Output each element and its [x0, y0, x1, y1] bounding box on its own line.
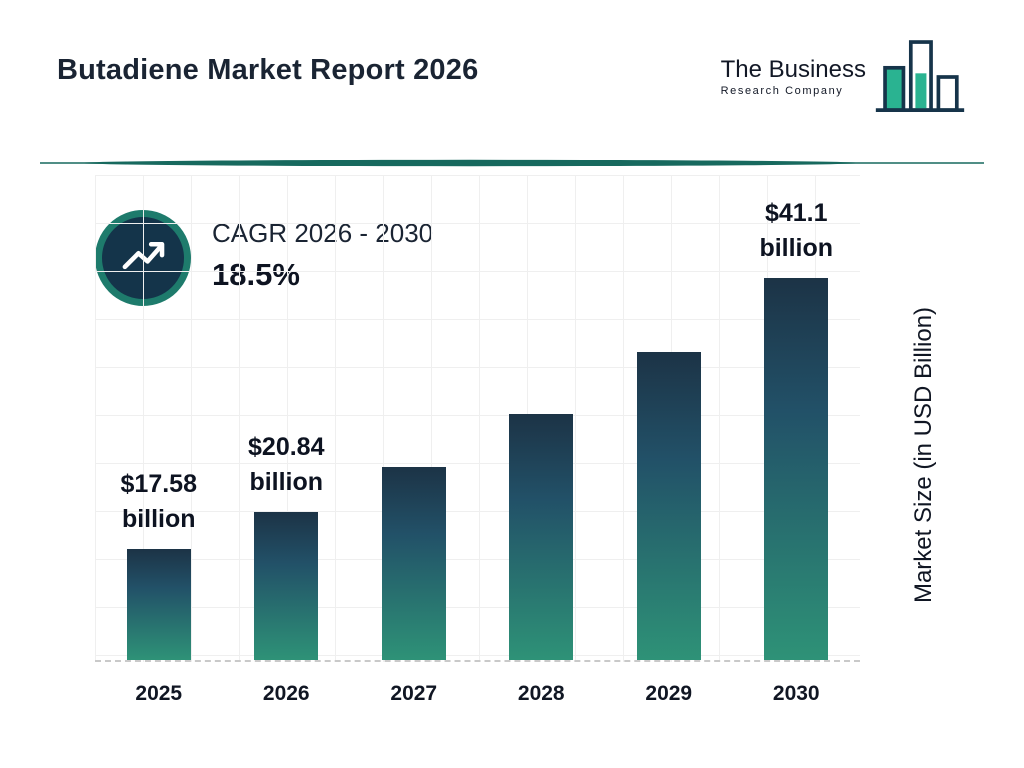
- bar-2025: [126, 549, 191, 660]
- bar-2029: [636, 352, 701, 660]
- bar-group-2028: 2028: [508, 175, 574, 705]
- value-label-line: billion: [759, 234, 834, 262]
- header-divider: [40, 155, 984, 167]
- company-logo-text: The Business Research Company: [721, 57, 866, 96]
- x-tick-2029: 2029: [645, 682, 693, 705]
- company-name-line1: The Business: [720, 56, 866, 84]
- x-tick-2025: 2025: [135, 682, 183, 705]
- value-label-2026: $20.84 billion: [201, 430, 371, 500]
- value-label-2025: $17.58 billion: [74, 467, 244, 537]
- value-label-line: $20.84: [248, 433, 325, 461]
- y-axis-label: Market Size (in USD Billion): [910, 306, 937, 604]
- bar-group-2030: $41.1 billion 2030: [759, 175, 833, 705]
- bar-group-2029: 2029: [636, 175, 702, 705]
- bar-2030: [764, 278, 829, 660]
- x-tick-2027: 2027: [390, 682, 438, 705]
- bar-2028: [509, 414, 574, 660]
- value-label-2030: $41.1 billion: [711, 196, 881, 266]
- company-name-line2: Research Company: [720, 84, 844, 97]
- x-tick-2026: 2026: [262, 682, 310, 705]
- value-label-line: billion: [249, 468, 324, 496]
- x-tick-2028: 2028: [517, 682, 565, 705]
- chart-plot-area: $17.58 billion 2025 $20.84 billion 2026 2027 20…: [95, 175, 860, 705]
- bar-chart-logo-icon: [874, 38, 966, 116]
- x-tick-2030: 2030: [772, 682, 820, 705]
- page-title: Butadiene Market Report 2026: [57, 54, 479, 86]
- value-label-line: $17.58: [120, 470, 197, 498]
- bars-row: $17.58 billion 2025 $20.84 billion 2026 2027 20…: [95, 175, 860, 705]
- bar-group-2027: 2027: [381, 175, 447, 705]
- bar-group-2026: $20.84 billion 2026: [248, 175, 324, 705]
- company-logo: The Business Research Company: [721, 38, 966, 116]
- value-label-line: billion: [121, 505, 196, 533]
- bar-2027: [381, 467, 446, 660]
- value-label-line: $41.1: [764, 199, 828, 227]
- bar-group-2025: $17.58 billion 2025: [121, 175, 197, 705]
- bar-2026: [254, 512, 319, 660]
